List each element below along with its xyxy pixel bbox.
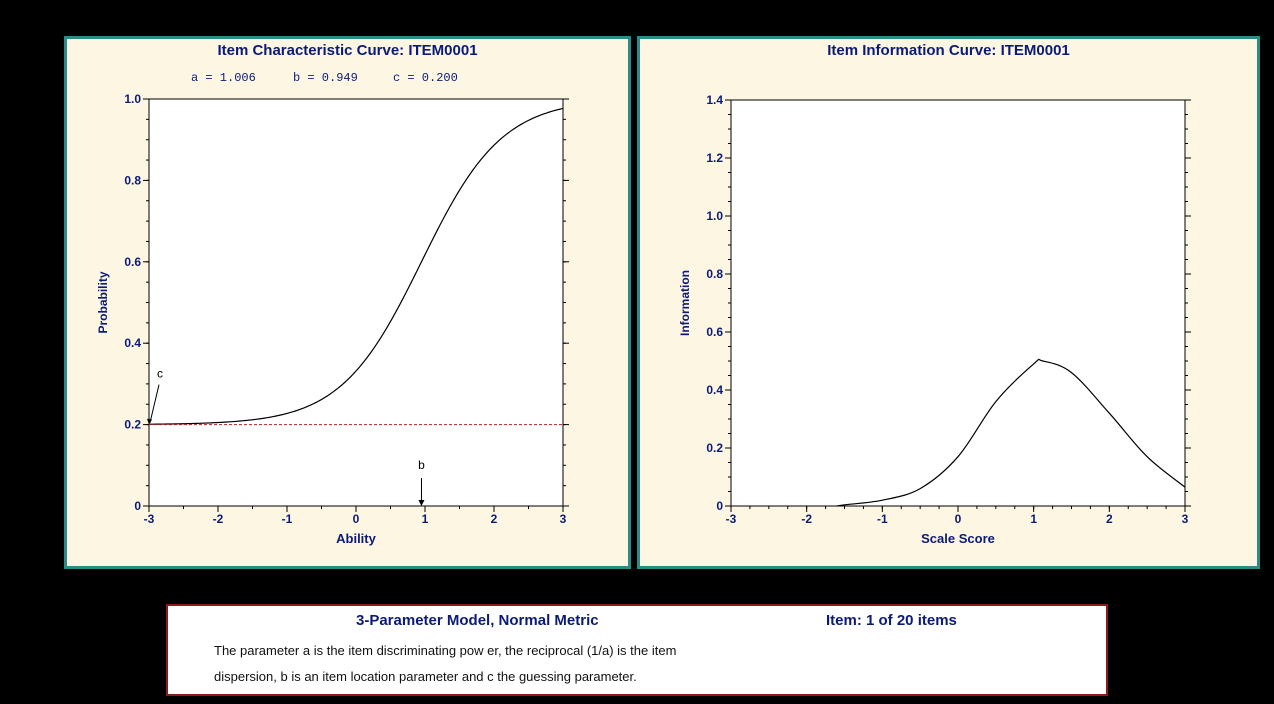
y-tick-label: 0.8 [706,267,723,281]
x-tick-label: -3 [144,512,155,526]
x-tick-label: 1 [1030,512,1037,526]
description-line-1: The parameter a is the item discriminati… [214,643,677,658]
x-tick-label: 0 [955,512,962,526]
x-axis-label: Scale Score [921,531,995,546]
icc-panel: Item Characteristic Curve: ITEM0001 a = … [64,36,631,569]
x-tick-label: 1 [422,512,429,526]
item-count: Item: 1 of 20 items [826,612,957,629]
iic-title: Item Information Curve: ITEM0001 [827,42,1070,59]
icc-curve [148,107,564,425]
param-a: a = 1.006 [191,71,256,85]
y-tick-label: 1.4 [706,93,723,107]
x-tick-label: 2 [491,512,498,526]
x-tick-label: -3 [726,512,737,526]
b-annotation: b [418,458,425,472]
x-tick-label: 3 [1182,512,1189,526]
y-tick-label: 0.6 [706,325,723,339]
y-tick-label: 0.8 [124,173,141,187]
x-tick-label: 0 [353,512,360,526]
iic-curve [836,358,1186,507]
plot-area [730,99,1186,507]
c-arrow [149,384,160,423]
model-description: The parameter a is the item discriminati… [214,638,774,690]
y-axis-label: Information [678,270,692,336]
icc-title: Item Characteristic Curve: ITEM0001 [217,42,478,59]
plot-area [148,98,564,507]
y-tick-label: 1.2 [706,151,723,165]
y-tick-label: 0.4 [706,383,723,397]
y-tick-label: 0.2 [706,441,723,455]
y-tick-label: 0 [134,499,141,513]
c-arrowhead [147,418,152,425]
x-tick-label: -2 [213,512,224,526]
model-info-box: 3-Parameter Model, Normal Metric Item: 1… [166,604,1108,696]
param-c: c = 0.200 [393,71,458,85]
x-tick-label: 3 [560,512,567,526]
b-arrowhead [418,500,425,506]
model-title: 3-Parameter Model, Normal Metric [356,612,599,629]
x-tick-label: 2 [1106,512,1113,526]
icc-chart: 0 0.2 0.4 0.6 0.8 1.0 -3 -2 -1 0 1 2 3 Ability Probabi… [96,92,569,546]
y-tick-label: 0.2 [124,418,141,432]
description-line-2: dispersion, b is an item location parame… [214,669,637,684]
y-axis-label: Probability [96,271,110,333]
y-tick-label: 0.6 [124,255,141,269]
iic-panel: Item Information Curve: ITEM0001 0 0.2 0.4… [637,36,1260,569]
x-axis-label: Ability [336,531,376,546]
y-tick-label: 0 [716,499,723,513]
x-tick-label: -2 [801,512,812,526]
y-tick-label: 0.4 [124,336,141,350]
iic-chart: 0 0.2 0.4 0.6 0.8 1.0 1.2 1.4 -3 -2 -1 0 1 2 3 Scale Sc… [678,93,1191,546]
c-annotation: c [157,367,163,381]
x-tick-label: -1 [282,512,293,526]
param-b: b = 0.949 [293,71,358,85]
x-tick-label: -1 [877,512,888,526]
y-tick-label: 1.0 [706,209,723,223]
y-tick-label: 1.0 [124,92,141,106]
